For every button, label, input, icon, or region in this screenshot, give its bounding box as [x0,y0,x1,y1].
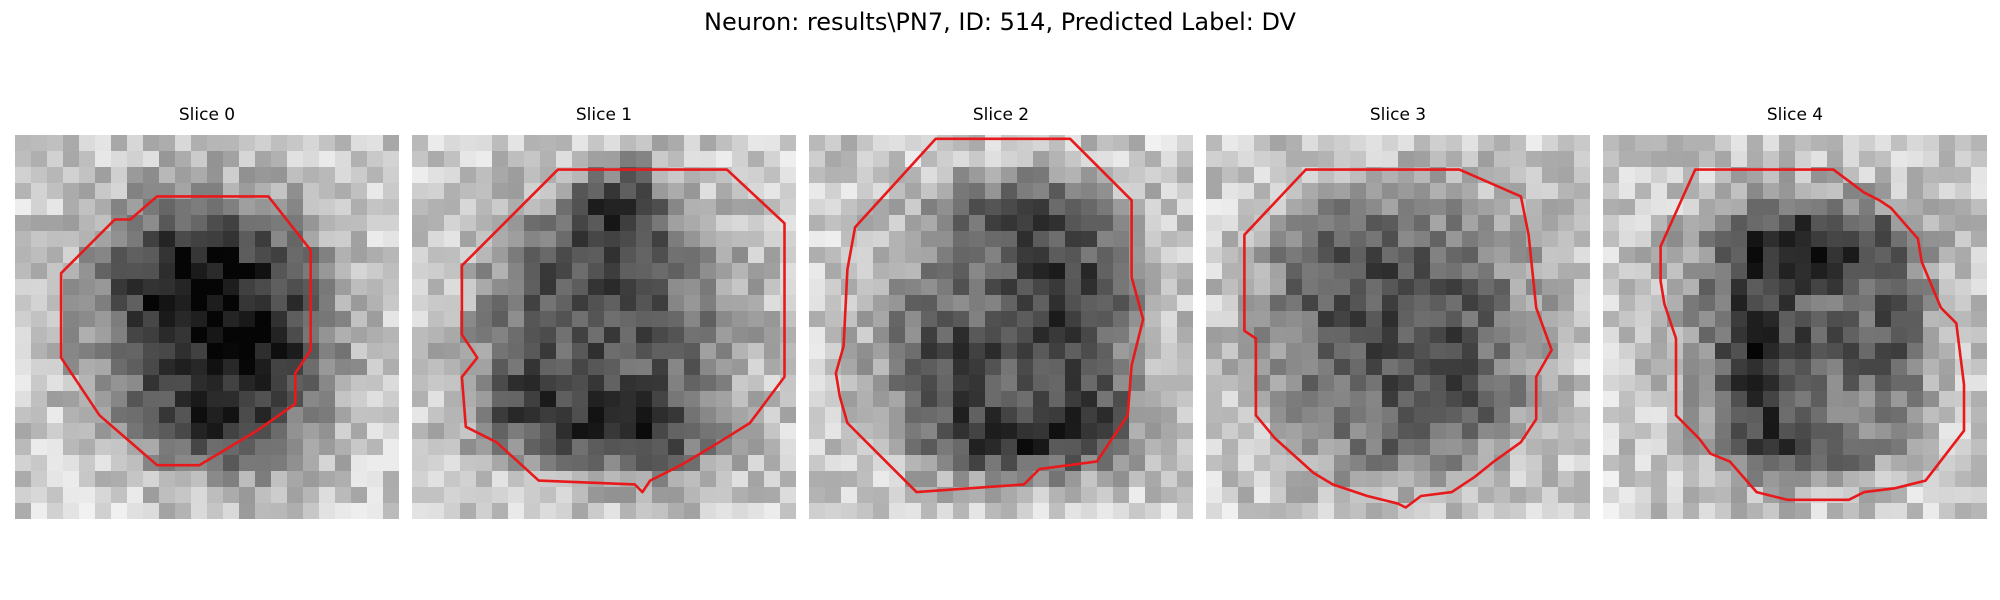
pixel-grid [1603,135,1987,519]
segmentation-contour [460,168,786,494]
panel-title: Slice 4 [1766,105,1824,125]
panel-title: Slice 0 [178,105,236,125]
slice-image-3 [1206,135,1590,519]
slice-image-2 [809,135,1193,519]
slice-image-0 [15,135,399,519]
pixel-grid [1206,135,1590,519]
pixel-grid [412,135,796,519]
slice-image-4 [1603,135,1987,519]
pixel-grid [809,135,1193,519]
panel-title: Slice 2 [972,105,1030,125]
segmentation-contour [59,195,313,467]
figure-title: Neuron: results\PN7, ID: 514, Predicted … [704,8,1296,36]
segmentation-contour [1659,168,1966,502]
segmentation-contour [1243,168,1553,509]
slice-image-1 [412,135,796,519]
panel-title: Slice 1 [575,105,633,125]
segmentation-contour [834,137,1145,494]
panel-title: Slice 3 [1369,105,1427,125]
